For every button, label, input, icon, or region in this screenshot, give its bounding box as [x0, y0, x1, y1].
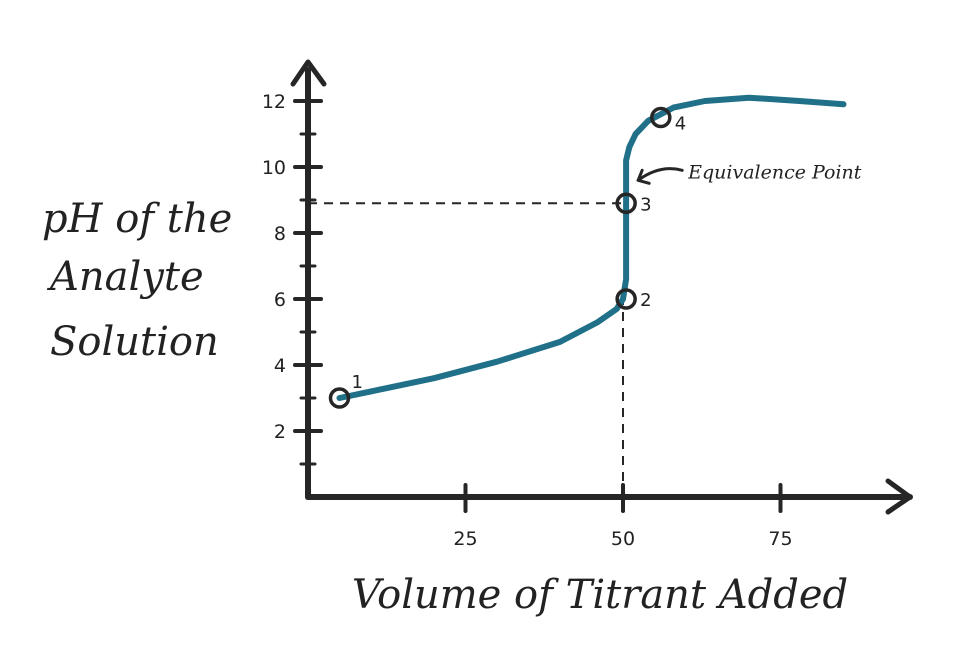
axis-titles: pH of the Analyte Solution Volume of Tit…: [42, 196, 848, 618]
point-label-3: 3: [640, 194, 651, 215]
point-marker-3: [615, 192, 637, 215]
point-label-1: 1: [352, 372, 363, 393]
annotation-arrowhead: [636, 168, 651, 185]
x-tick-label: 75: [768, 528, 792, 550]
y-axis-label-line-3: Solution: [50, 319, 219, 365]
y-tick-label: 2: [274, 421, 286, 443]
series-line-1: [336, 94, 847, 401]
y-tick-label: 6: [274, 289, 286, 311]
y-tick-label: 12: [262, 91, 286, 113]
y-axis-arrowhead: [290, 59, 327, 87]
x-axis-arrowhead: [885, 478, 913, 515]
y-tick-label: 8: [274, 223, 286, 245]
marked-points: 1 2 3 4: [328, 106, 686, 409]
y-tick-label: 4: [274, 355, 286, 377]
reference-lines: [308, 202, 627, 497]
point-marker-2: [615, 288, 637, 310]
x-tick-label: 50: [611, 528, 635, 550]
point-marker-1: [328, 387, 351, 409]
y-axis-label-line-2: Analyte: [46, 254, 204, 300]
annotation-arrow-shaft: [636, 167, 684, 182]
point-marker-4: [650, 106, 672, 129]
x-axis-label: Volume of Titrant Added: [352, 572, 848, 618]
point-label-4: 4: [675, 114, 686, 135]
point-label-2: 2: [640, 290, 651, 311]
y-axis-label-line-1: pH of the: [42, 196, 232, 242]
annotation-text: Equivalence Point: [687, 161, 862, 183]
series-layer: [336, 94, 847, 401]
annotations: Equivalence Point: [636, 161, 862, 185]
y-tick-label: 10: [262, 157, 286, 179]
x-tick-label: 25: [453, 528, 477, 550]
